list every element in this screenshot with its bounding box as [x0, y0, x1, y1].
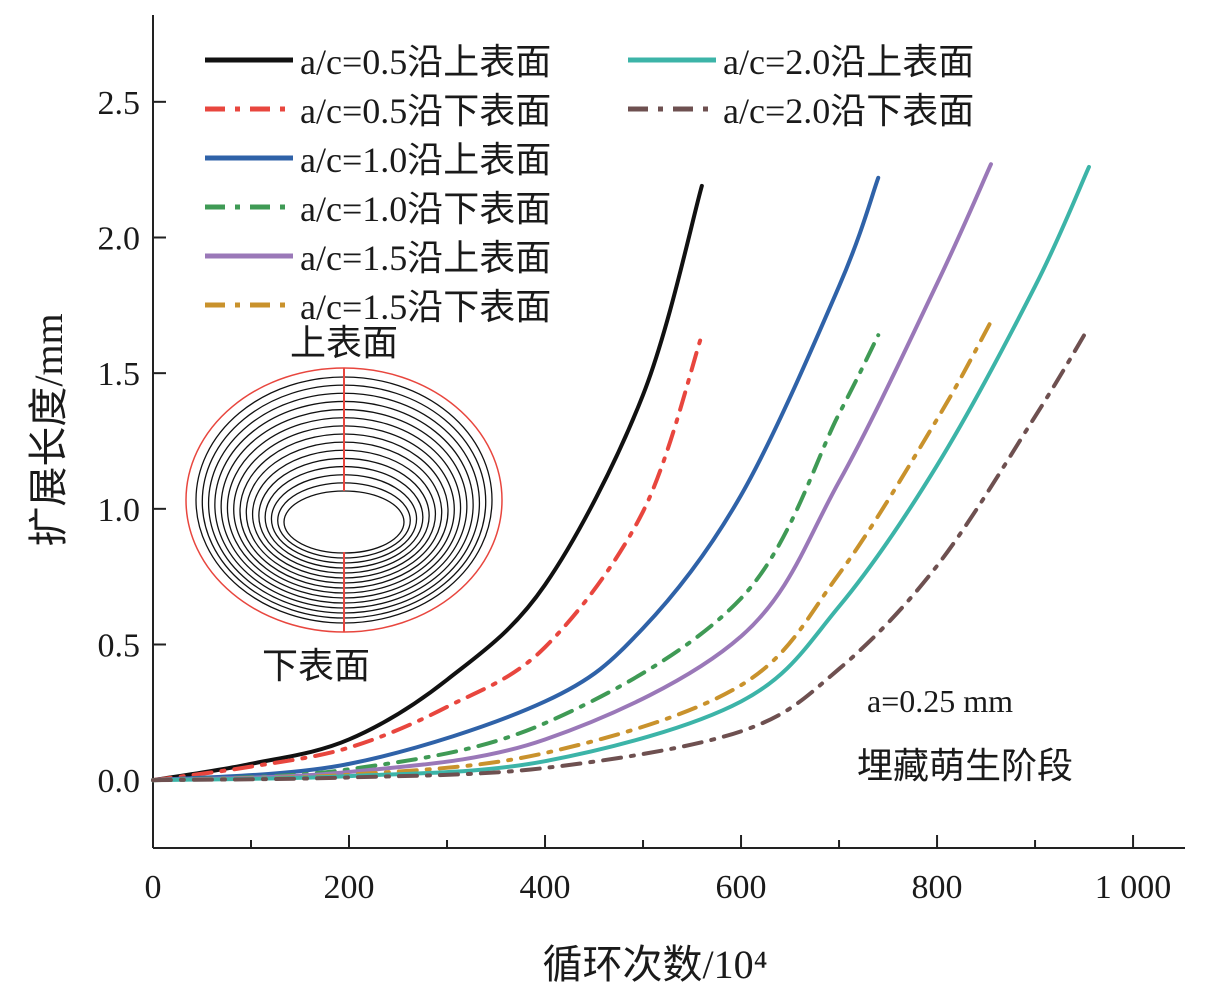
y-tick-label: 1.5	[98, 356, 141, 393]
legend-label: a/c=1.5沿上表面	[300, 238, 551, 278]
legend-label-ratio: a/c=1.5	[300, 238, 407, 278]
crack-front-ellipse	[283, 490, 405, 554]
legend-label-surface: 沿下表面	[407, 189, 551, 229]
legend-label-ratio: a/c=0.5	[300, 42, 407, 82]
y-tick-label: 1.0	[98, 492, 141, 529]
legend-label-surface: 沿上表面	[830, 42, 974, 82]
series-line-0	[151, 183, 704, 783]
series-line-1	[151, 333, 704, 783]
y-axis-label: 扩展长度/mm	[26, 313, 71, 546]
legend-label: a/c=1.0沿上表面	[300, 140, 551, 180]
series-lines	[151, 162, 1091, 783]
series-line-4	[151, 162, 993, 783]
legend-label-ratio: a/c=0.5	[300, 91, 407, 131]
x-tick-label: 600	[716, 869, 767, 906]
annotation-stage: 埋藏萌生阶段	[857, 746, 1073, 786]
legend-label-surface: 沿下表面	[407, 287, 551, 327]
series-line-7	[151, 325, 1091, 783]
crack-front-ellipse	[277, 482, 411, 559]
x-tick-label: 1 000	[1095, 869, 1172, 906]
series-line-3	[151, 333, 881, 783]
legend-label-surface: 沿下表面	[407, 91, 551, 131]
legend-label-surface: 沿下表面	[830, 91, 974, 131]
annotation-a-value: a=0.25 mm	[867, 683, 1013, 719]
x-tick-label: 400	[520, 869, 571, 906]
x-tick-label: 200	[324, 869, 375, 906]
x-axis-label: 循环次数/10⁴	[542, 942, 767, 987]
legend-label: a/c=1.5沿下表面	[300, 287, 551, 327]
legend: a/c=0.5沿上表面a/c=0.5沿下表面a/c=1.0沿上表面a/c=1.0…	[205, 42, 974, 327]
legend-label: a/c=0.5沿下表面	[300, 91, 551, 131]
legend-label-ratio: a/c=1.0	[300, 140, 407, 180]
legend-label: a/c=2.0沿上表面	[723, 42, 974, 82]
legend-label-ratio: a/c=1.0	[300, 189, 407, 229]
inset-crack-front-diagram	[185, 367, 503, 633]
y-tick-label: 0.0	[98, 763, 141, 800]
x-tick-label: 800	[912, 869, 963, 906]
x-tick-label: 0	[145, 869, 162, 906]
y-tick-label: 2.5	[98, 85, 141, 122]
series-line-2	[151, 175, 881, 783]
y-tick-label: 0.5	[98, 627, 141, 664]
legend-label-surface: 沿上表面	[407, 238, 551, 278]
legend-label-ratio: a/c=2.0	[723, 42, 830, 82]
legend-label-ratio: a/c=2.0	[723, 91, 830, 131]
legend-label: a/c=0.5沿上表面	[300, 42, 551, 82]
inset-top-label: 上表面	[290, 323, 398, 363]
inset-bottom-label: 下表面	[262, 646, 370, 686]
y-tick-label: 2.0	[98, 220, 141, 257]
axes: 0 200 400 600 800 1 000 0.0 0.5 1.0 1.5 2.0 2.5	[98, 15, 1185, 906]
legend-label: a/c=2.0沿下表面	[723, 91, 974, 131]
legend-label-surface: 沿上表面	[407, 42, 551, 82]
legend-label: a/c=1.0沿下表面	[300, 189, 551, 229]
legend-label-ratio: a/c=1.5	[300, 287, 407, 327]
legend-label-surface: 沿上表面	[407, 140, 551, 180]
